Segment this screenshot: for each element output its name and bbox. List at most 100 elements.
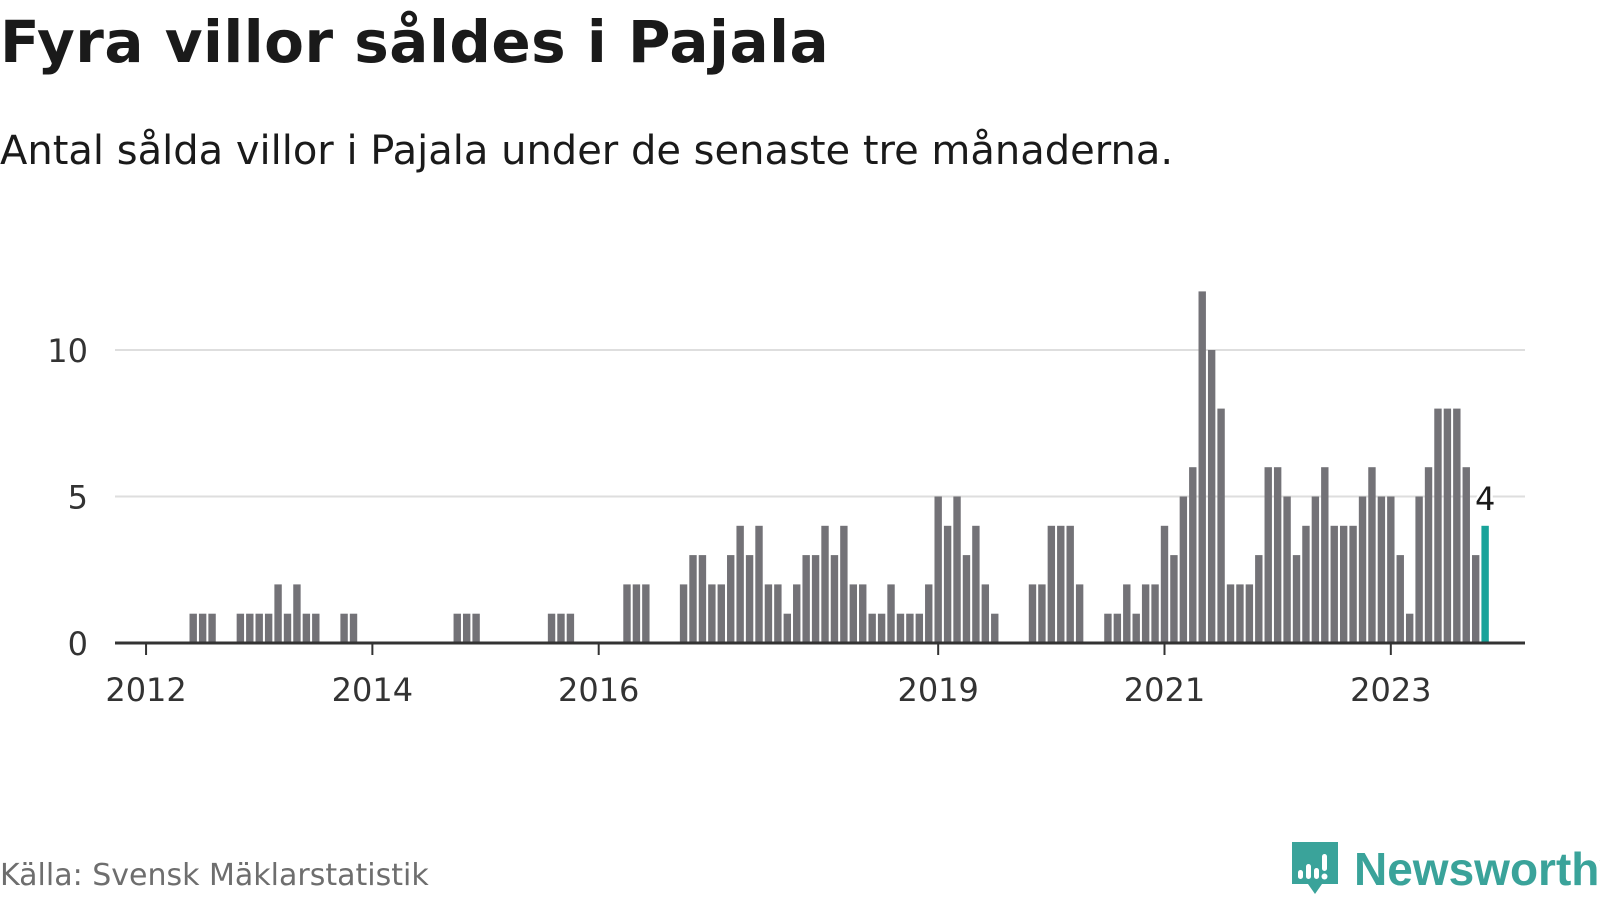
y-tick-label: 5	[68, 479, 88, 517]
bar	[189, 613, 197, 643]
bar	[1141, 584, 1150, 643]
bar	[755, 525, 763, 643]
bar	[727, 555, 735, 643]
bar	[623, 584, 631, 643]
bar	[236, 613, 245, 643]
bar	[1057, 525, 1065, 643]
bar	[198, 613, 207, 643]
bar	[981, 584, 990, 643]
bar	[1415, 496, 1423, 643]
bar	[679, 584, 688, 643]
x-tick-label: 2019	[897, 671, 978, 709]
bar	[708, 584, 716, 643]
bar	[802, 555, 810, 643]
x-tick-label: 2021	[1124, 671, 1205, 709]
bar	[642, 584, 650, 643]
bar	[1462, 467, 1470, 643]
bar	[1283, 496, 1291, 643]
bar	[1264, 467, 1272, 643]
bar	[896, 613, 905, 643]
bar	[1434, 408, 1442, 643]
bar	[1170, 555, 1178, 643]
bar	[811, 555, 820, 643]
x-tick-label: 2016	[558, 671, 639, 709]
bar	[1349, 525, 1357, 643]
bar	[1179, 496, 1188, 643]
bar	[293, 584, 301, 643]
bar	[859, 584, 867, 643]
bar	[1066, 525, 1074, 643]
bar	[1132, 613, 1140, 643]
bar	[745, 555, 754, 643]
bar	[1189, 467, 1197, 643]
bar	[1311, 496, 1320, 643]
bar	[566, 613, 575, 643]
bar	[925, 584, 933, 643]
bar	[340, 613, 348, 643]
bar	[868, 613, 876, 643]
bar	[953, 496, 961, 643]
bar	[557, 613, 565, 643]
bar	[547, 613, 556, 643]
bar	[1292, 555, 1301, 643]
chart-subtitle: Antal sålda villor i Pajala under de sen…	[0, 128, 1174, 174]
bar	[1405, 613, 1414, 643]
x-tick-label: 2012	[105, 671, 186, 709]
bar	[1151, 584, 1159, 643]
bar	[1226, 584, 1235, 643]
bar	[246, 613, 254, 643]
bar	[1396, 555, 1404, 643]
bar	[821, 525, 829, 643]
bar	[1198, 291, 1206, 643]
bar	[774, 584, 782, 643]
y-tick-label: 0	[68, 625, 88, 663]
bar	[1075, 584, 1084, 643]
bar	[830, 555, 839, 643]
bar	[1453, 408, 1461, 643]
bar	[1236, 584, 1244, 643]
y-tick-label: 10	[47, 332, 88, 370]
bar	[274, 584, 282, 643]
bar	[1160, 525, 1169, 643]
bar	[1339, 525, 1348, 643]
bar	[1358, 496, 1367, 643]
bar	[1047, 525, 1056, 643]
bar	[1038, 584, 1046, 643]
bar	[312, 613, 320, 643]
bar	[1424, 467, 1433, 643]
bar	[877, 613, 886, 643]
bar	[208, 613, 216, 643]
bar	[1368, 467, 1376, 643]
x-tick-label: 2023	[1350, 671, 1431, 709]
bar	[1387, 496, 1395, 643]
bar	[472, 613, 480, 643]
brand-name: Newsworthy	[1354, 843, 1600, 895]
bar	[1321, 467, 1329, 643]
last-value-annotation: 4	[1475, 480, 1495, 518]
bar	[264, 613, 273, 643]
bar	[1302, 525, 1310, 643]
bar	[689, 555, 697, 643]
bar	[1028, 584, 1037, 643]
bar-highlight	[1481, 525, 1489, 643]
bar	[991, 613, 999, 643]
bar-chart: 0 5 10 2012 2014 2016 2019 2021 2023 4	[47, 291, 1525, 709]
bar	[783, 613, 791, 643]
bar	[972, 525, 980, 643]
bar	[1207, 350, 1216, 643]
bar	[906, 613, 914, 643]
bar	[736, 525, 744, 643]
bar	[887, 584, 895, 643]
bar	[255, 613, 263, 643]
bar	[1443, 408, 1452, 643]
bar	[943, 525, 952, 643]
bar	[453, 613, 461, 643]
bar	[1377, 496, 1386, 643]
bar	[462, 613, 471, 643]
source-note: Källa: Svensk Mäklarstatistik	[0, 858, 429, 893]
bar	[1245, 584, 1254, 643]
bar	[302, 613, 311, 643]
newsworthy-logo-icon	[1292, 842, 1338, 894]
bar	[349, 613, 358, 643]
bar	[1273, 467, 1282, 643]
